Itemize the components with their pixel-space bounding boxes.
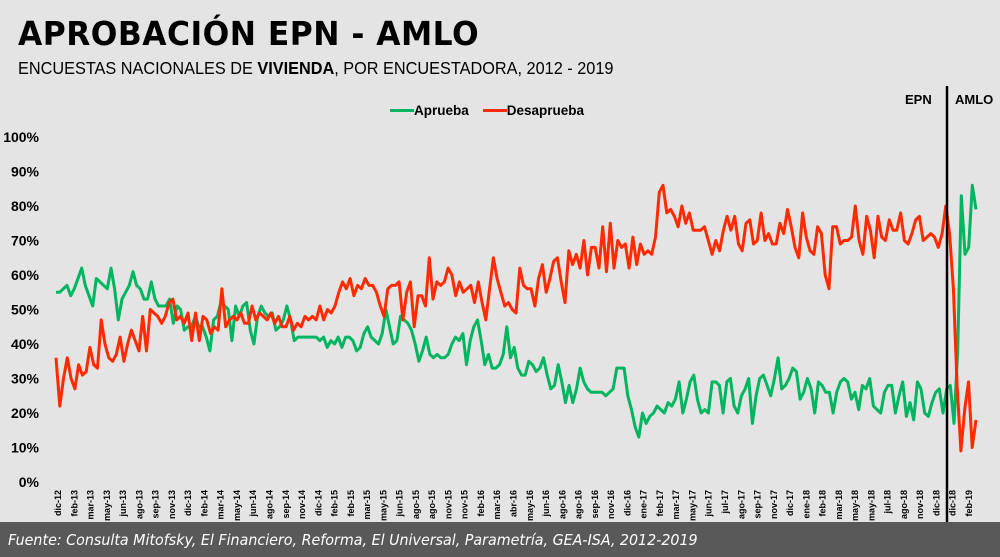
x-tick-label: nov-17 (769, 490, 779, 519)
x-tick-label: mar-16 (492, 490, 502, 520)
x-tick-label: ago-17 (736, 490, 746, 519)
x-tick-label: jun-17 (704, 490, 714, 518)
subtitle-bold: VIVIENDA (257, 58, 335, 78)
x-tick-label: may-14 (232, 490, 242, 521)
x-tick-label: ago-14 (264, 490, 274, 519)
x-tick-label: ago-13 (134, 490, 144, 519)
y-tick-label: 30% (11, 371, 40, 387)
x-tick-label: may-15 (378, 490, 388, 521)
x-tick-label: mar-14 (216, 490, 226, 520)
x-tick-label: dic-18 (931, 490, 941, 516)
legend-label-desaprueba: Desaprueba (506, 103, 585, 118)
x-tick-label: mar-17 (671, 490, 681, 520)
x-tick-label: jun-15 (395, 490, 405, 518)
period-label-amlo: AMLO (955, 92, 994, 107)
x-tick-label: feb-15 (346, 490, 356, 517)
line-chart: 0% 10% 20% 30% 40% 50% 60% 70% 80% 90% 100% dic-12… (3, 86, 978, 522)
legend-item-aprueba: Aprueba (390, 103, 469, 118)
y-tick-label: 60% (11, 267, 40, 283)
subtitle-prefix: ENCUESTAS NACIONALES DE (18, 58, 258, 78)
x-tick-label: jun-14 (248, 490, 258, 518)
chart-subtitle: ENCUESTAS NACIONALES DE VIVIENDA, POR EN… (18, 58, 613, 79)
x-tick-label: sep-16 (590, 490, 600, 519)
x-tick-label: may-13 (102, 490, 112, 521)
x-tick-label: ene-18 (801, 490, 811, 519)
subtitle-suffix: , POR ENCUESTADORA, 2012 - 2019 (334, 58, 614, 78)
x-tick-label: dic-13 (183, 490, 193, 516)
x-tick-label: sep-13 (151, 490, 161, 519)
x-tick-label: ago-15 (411, 490, 421, 519)
x-tick-label: abr-16 (509, 490, 519, 517)
x-tick-label: jul-17 (720, 490, 730, 515)
x-tick-label: dic-16 (622, 490, 632, 516)
x-tick-label: mar-18 (834, 490, 844, 520)
x-tick-label: feb-15 (330, 490, 340, 517)
x-tick-label: dic-12 (53, 490, 63, 516)
chart-title: APROBACIÓN EPN - AMLO (18, 14, 480, 53)
legend-item-desaprueba: Desaprueba (482, 103, 585, 118)
x-tick-label: feb-19 (964, 490, 974, 517)
x-tick-label: feb-14 (199, 490, 209, 517)
x-tick-label: dic-18 (948, 490, 958, 516)
legend-label-aprueba: Aprueba (414, 103, 469, 118)
y-tick-label: 100% (3, 129, 39, 145)
x-axis: dic-12 feb-13 mar-13 may-13 jun-13 ago-13 sep-… (53, 490, 974, 521)
x-tick-label: may-17 (687, 490, 697, 521)
chart-legend: Aprueba Desaprueba (390, 103, 598, 118)
x-tick-label: nov-13 (167, 490, 177, 519)
x-tick-label: mar-13 (86, 490, 96, 520)
series-lines (54, 183, 978, 453)
x-tick-label: sep-17 (753, 490, 763, 519)
y-tick-label: 90% (11, 164, 40, 180)
legend-swatch-desaprueba (482, 109, 507, 112)
x-tick-label: mar-15 (362, 490, 372, 520)
x-tick-label: ago-15 (427, 490, 437, 519)
x-tick-label: nov-18 (915, 490, 925, 519)
period-label-epn: EPN (905, 92, 932, 107)
y-tick-label: 20% (11, 405, 40, 421)
y-tick-label: 50% (11, 302, 40, 318)
x-tick-label: feb-18 (818, 490, 828, 517)
x-tick-label: feb-13 (69, 490, 79, 517)
x-tick-label: sep-14 (281, 490, 291, 519)
x-tick-label: nov-14 (297, 490, 307, 519)
x-tick-label: feb-17 (655, 490, 665, 517)
source-footer: Fuente: Consulta Mitofsky, El Financiero… (0, 522, 1000, 557)
x-tick-label: feb-16 (476, 490, 486, 517)
x-tick-label: ago-16 (574, 490, 584, 519)
x-tick-label: jun-13 (118, 490, 128, 518)
y-tick-label: 0% (19, 474, 40, 490)
y-tick-label: 10% (11, 440, 40, 456)
x-tick-label: jun-16 (541, 490, 551, 518)
x-tick-label: ago-16 (557, 490, 567, 519)
x-tick-label: may-18 (866, 490, 876, 521)
x-tick-label: dic-14 (313, 490, 323, 516)
x-tick-label: may-18 (850, 490, 860, 521)
series-line-desaprueba (54, 183, 978, 453)
x-tick-label: ago-18 (899, 490, 909, 519)
y-tick-label: 70% (11, 233, 40, 249)
legend-swatch-aprueba (390, 109, 414, 112)
y-axis: 0% 10% 20% 30% 40% 50% 60% 70% 80% 90% 100% (3, 129, 39, 490)
x-tick-label: dic-17 (785, 490, 795, 516)
x-tick-label: nov-15 (460, 490, 470, 519)
y-tick-label: 40% (11, 336, 40, 352)
y-tick-label: 80% (11, 198, 40, 214)
x-tick-label: may-16 (525, 490, 535, 521)
source-text: Fuente: Consulta Mitofsky, El Financiero… (8, 531, 698, 549)
x-tick-label: nov-15 (443, 490, 453, 519)
series-line-aprueba (56, 183, 978, 439)
x-tick-label: nov-16 (606, 490, 616, 519)
x-tick-label: ene-17 (639, 490, 649, 519)
x-tick-label: jul-18 (883, 490, 893, 515)
